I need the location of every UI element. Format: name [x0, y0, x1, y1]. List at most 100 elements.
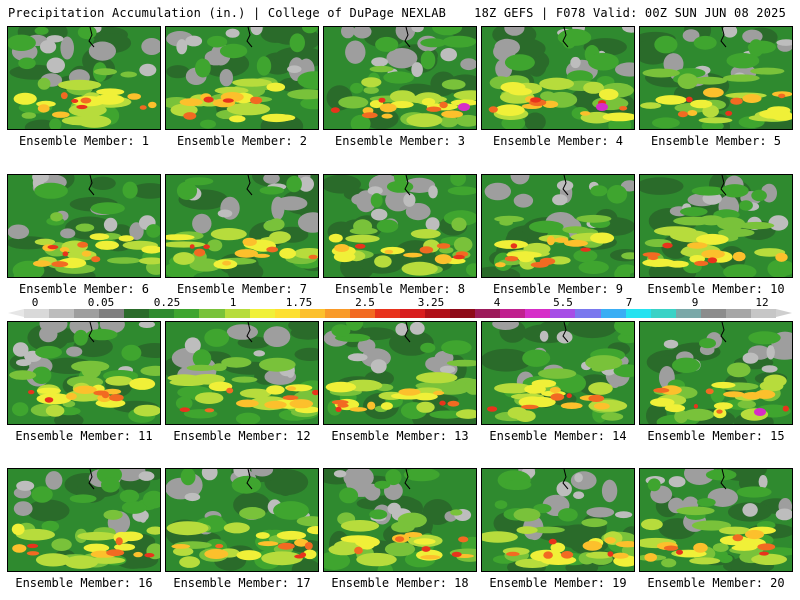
ensemble-map-panel [639, 321, 793, 425]
ensemble-member-label: Ensemble Member: 7 [176, 282, 308, 296]
coastline [88, 175, 95, 196]
colorbar-segment [675, 309, 702, 318]
ensemble-map-panel [481, 26, 635, 130]
precip-map [166, 469, 318, 571]
precip-map [166, 27, 318, 129]
colorbar-segment [274, 309, 301, 318]
ensemble-map-panel [639, 174, 793, 278]
coastline [88, 322, 95, 343]
precip-map [482, 469, 634, 571]
coastline [562, 469, 569, 490]
colorbar-segment [525, 309, 551, 318]
colorbar-arrow-right [776, 309, 792, 317]
ensemble-map-panel [7, 468, 161, 572]
coastline [720, 322, 727, 343]
colorbar-segment [600, 309, 627, 318]
colorbar-segment [725, 309, 752, 318]
colorbar-arrow-left [8, 309, 24, 317]
ensemble-map-panel [481, 174, 635, 278]
precip-map [8, 175, 160, 277]
precip-map [640, 469, 792, 571]
precip-map [640, 27, 792, 129]
colorbar-segment [149, 309, 175, 318]
colorbar-segment [550, 309, 576, 318]
ensemble-map-panel [165, 26, 319, 130]
ensemble-map-panel [165, 174, 319, 278]
coastline [88, 27, 95, 48]
colorbar-segment [324, 309, 351, 318]
ensemble-member-label: Ensemble Member: 3 [334, 134, 466, 148]
coastline [246, 469, 253, 490]
colorbar-tick-label: 1 [229, 296, 237, 309]
coastline [88, 469, 95, 490]
ensemble-member-label: Ensemble Member: 19 [489, 576, 627, 590]
ensemble-map-panel [639, 26, 793, 130]
colorbar-segment [24, 309, 50, 318]
colorbar-segment [450, 309, 476, 318]
ensemble-member-label: Ensemble Member: 10 [647, 282, 785, 296]
ensemble-member-label: Ensemble Member: 12 [173, 429, 311, 443]
coastline [720, 27, 727, 48]
precip-map [324, 27, 476, 129]
colorbar-segment [575, 309, 602, 318]
ensemble-member-label: Ensemble Member: 8 [334, 282, 466, 296]
colorbar-segment [74, 309, 100, 318]
coastline [720, 175, 727, 196]
ensemble-member-label: Ensemble Member: 2 [176, 134, 308, 148]
colorbar-tick-label: 0.25 [153, 296, 181, 309]
ensemble-member-label: Ensemble Member: 5 [650, 134, 782, 148]
precip-map [640, 175, 792, 277]
coastline [562, 27, 569, 48]
colorbar-segment [625, 309, 652, 318]
precip-map [324, 322, 476, 424]
precip-map [8, 322, 160, 424]
colorbar-segment [99, 309, 125, 318]
coastline [404, 322, 411, 343]
ensemble-map-panel [639, 468, 793, 572]
title-right: 18Z GEFS | F078 Valid: 00Z SUN JUN 08 20… [474, 6, 786, 20]
ensemble-member-label: Ensemble Member: 14 [489, 429, 627, 443]
colorbar-segment [249, 309, 276, 318]
ensemble-map-panel [165, 468, 319, 572]
precip-map [482, 322, 634, 424]
coastline [246, 175, 253, 196]
colorbar-segment [750, 309, 777, 318]
precip-map [324, 469, 476, 571]
coastline [720, 469, 727, 490]
colorbar-segment [224, 309, 251, 318]
coastline [404, 469, 411, 490]
colorbar-segment [199, 309, 226, 318]
colorbar-segment [174, 309, 200, 318]
precip-map [482, 27, 634, 129]
colorbar-segment [299, 309, 326, 318]
colorbar-tick-label: 3.25 [417, 296, 445, 309]
ensemble-member-label: Ensemble Member: 20 [647, 576, 785, 590]
colorbar [24, 309, 777, 318]
colorbar-segment [500, 309, 526, 318]
ensemble-map-panel [7, 174, 161, 278]
precip-map [482, 175, 634, 277]
header: Precipitation Accumulation (in.) | Colle… [0, 0, 800, 24]
colorbar-segment [425, 309, 451, 318]
ensemble-map-panel [481, 321, 635, 425]
precip-map [8, 469, 160, 571]
colorbar-segment [650, 309, 677, 318]
ensemble-member-label: Ensemble Member: 15 [647, 429, 785, 443]
colorbar-tick-label: 0.05 [87, 296, 115, 309]
colorbar-segment [49, 309, 75, 318]
coastline [562, 175, 569, 196]
ensemble-member-label: Ensemble Member: 13 [331, 429, 469, 443]
ensemble-member-label: Ensemble Member: 11 [15, 429, 153, 443]
ensemble-member-label: Ensemble Member: 9 [492, 282, 624, 296]
ensemble-map-panel [481, 468, 635, 572]
colorbar-tick-label: 9 [691, 296, 699, 309]
precip-map [8, 27, 160, 129]
colorbar-tick-label: 0 [31, 296, 39, 309]
colorbar-segment [700, 309, 727, 318]
colorbar-segment [349, 309, 376, 318]
coastline [404, 175, 411, 196]
ensemble-map-panel [323, 26, 477, 130]
colorbar-tick-label: 12 [755, 296, 769, 309]
coastline [246, 27, 253, 48]
precip-map [324, 175, 476, 277]
